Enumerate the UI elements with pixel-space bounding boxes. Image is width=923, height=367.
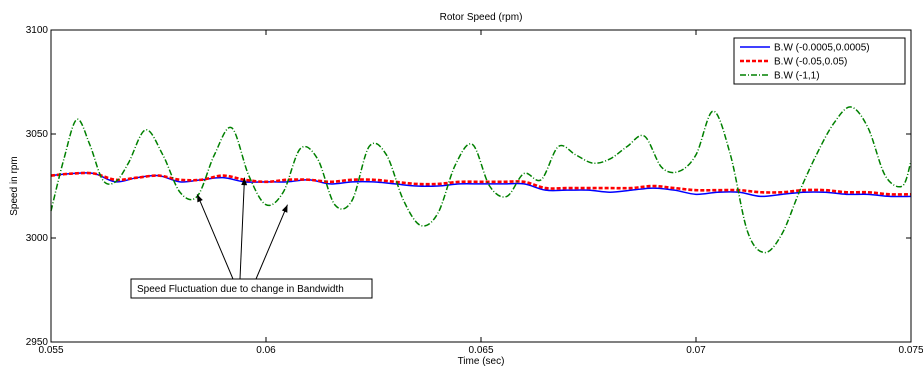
y-tick-label: 3050 <box>26 129 49 140</box>
y-tick-label: 3100 <box>26 25 49 36</box>
legend-label-3: B.W (-1,1) <box>774 71 820 82</box>
axes-layer: 0.055 0.06 0.065 0.07 0.075 2950 3000 3050 3100 <box>26 25 923 356</box>
legend-box <box>733 37 906 85</box>
series-layer <box>50 106 912 254</box>
annotation-arrow-line <box>255 204 288 280</box>
y-axis-label: Speed in rpm <box>9 156 20 215</box>
annotation-arrow-line <box>196 194 234 280</box>
series-line-3 <box>50 106 912 254</box>
x-tick-label: 0.055 <box>38 345 63 356</box>
annotation-arrowhead <box>281 204 288 213</box>
legend: B.W (-0.0005,0.0005) B.W (-0.05,0.05) B.W … <box>733 37 906 85</box>
annotation-arrowhead <box>197 194 203 203</box>
x-tick-label: 0.065 <box>468 345 493 356</box>
annotation-arrowhead <box>241 177 248 186</box>
series-line-2 <box>50 171 912 196</box>
x-tick-label: 0.075 <box>898 345 923 356</box>
chart-title: Rotor Speed (rpm) <box>440 12 523 23</box>
y-tick-label: 2950 <box>26 337 49 348</box>
x-tick-label: 0.06 <box>256 345 276 356</box>
annotation-box <box>130 278 373 299</box>
annotation-arrow-line <box>239 177 245 280</box>
y-tick-label: 3000 <box>26 233 49 244</box>
annotation-text: Speed Fluctuation due to change in Bandw… <box>137 284 344 295</box>
x-tick-label: 0.07 <box>686 345 706 356</box>
legend-label-2: B.W (-0.05,0.05) <box>774 57 847 68</box>
annotation-layer: Speed Fluctuation due to change in Bandw… <box>130 177 373 299</box>
legend-label-1: B.W (-0.0005,0.0005) <box>774 43 870 54</box>
x-axis-label: Time (sec) <box>458 356 505 367</box>
